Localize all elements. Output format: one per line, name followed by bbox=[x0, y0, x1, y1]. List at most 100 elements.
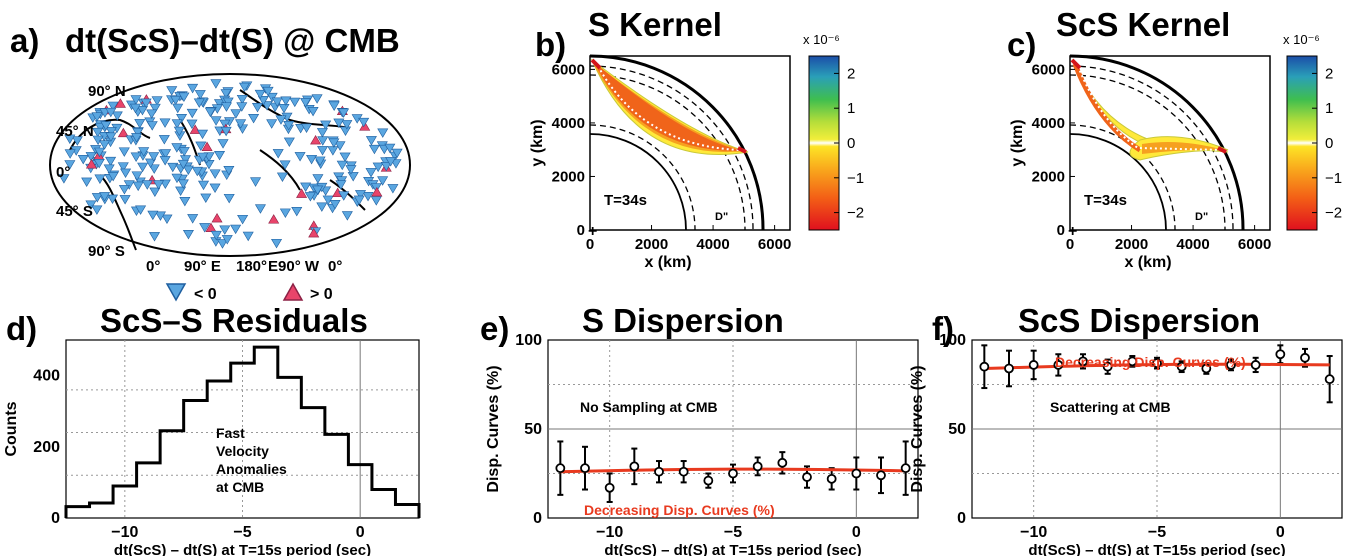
map-point-negative bbox=[272, 149, 284, 159]
map-point-negative bbox=[159, 118, 171, 128]
colorbar-tick-label: −1 bbox=[847, 170, 864, 187]
map-point-negative bbox=[166, 86, 178, 96]
map-point-negative bbox=[186, 119, 198, 130]
x-tick-label: −5 bbox=[233, 524, 251, 541]
map-point-negative bbox=[291, 206, 303, 217]
histogram-bar bbox=[278, 377, 302, 518]
map-point-negative bbox=[220, 89, 232, 99]
colorbar-b-scale: x 10⁻⁶ bbox=[803, 32, 840, 47]
map-point-negative bbox=[328, 138, 340, 148]
map-point-negative bbox=[175, 186, 187, 197]
map-point-negative bbox=[204, 107, 216, 118]
histogram-bar bbox=[184, 401, 208, 518]
y-tick-label: 50 bbox=[524, 421, 542, 438]
x-axis-label: dt(ScS) – dt(S) at T=15s period (sec) bbox=[114, 542, 371, 556]
map-point-negative bbox=[236, 94, 248, 105]
map-point-negative bbox=[118, 147, 130, 157]
x-tick-label: 0 bbox=[356, 524, 365, 541]
histogram-bar bbox=[372, 490, 396, 518]
map-point-negative bbox=[271, 97, 283, 107]
map-point-negative bbox=[289, 97, 301, 108]
map-point-negative bbox=[312, 174, 324, 184]
map-point-negative bbox=[100, 121, 112, 131]
x-tick-label: 2000 bbox=[635, 236, 668, 253]
map-point-negative bbox=[327, 146, 339, 156]
x-tick-label: 0 bbox=[1066, 236, 1074, 253]
layer-label-c: D" bbox=[1195, 211, 1208, 223]
map-point-negative bbox=[368, 144, 380, 155]
map-point-negative bbox=[380, 162, 392, 172]
map-point-negative bbox=[384, 143, 396, 154]
x-tick-label: 6000 bbox=[758, 236, 791, 253]
data-point bbox=[1300, 352, 1310, 363]
map-point-negative bbox=[193, 98, 205, 108]
colorbar-tick-label: 2 bbox=[1325, 65, 1333, 82]
map-point-negative bbox=[262, 86, 274, 97]
map-point-negative bbox=[387, 184, 399, 194]
colorbar-tick-label: 0 bbox=[847, 135, 855, 152]
map-point-negative bbox=[93, 147, 106, 158]
axes-b: 0 2000 4000 6000 0 2000 4000 6000 x (km) y (km) bbox=[529, 61, 791, 271]
map-point-negative bbox=[146, 109, 158, 119]
map-point-negative bbox=[178, 92, 190, 102]
colorbar-c-scale: x 10⁻⁶ bbox=[1283, 32, 1320, 47]
map-point-negative bbox=[177, 159, 189, 170]
map-point-negative bbox=[271, 238, 283, 249]
map-point-negative bbox=[377, 176, 389, 186]
kernel-b-dline bbox=[589, 124, 696, 231]
x-tick-label: 4000 bbox=[696, 236, 729, 253]
map-point-negative bbox=[64, 149, 76, 159]
data-point bbox=[802, 472, 812, 482]
y-axis-label: Counts bbox=[3, 401, 20, 456]
dispersion-plot-scs: −10 −5 0 0 50 100 dt(ScS) – dt(S) at T=15s per… bbox=[909, 332, 1343, 556]
map-point-negative bbox=[314, 156, 326, 166]
map-point-negative bbox=[171, 119, 183, 129]
map-point-negative bbox=[194, 90, 206, 100]
map-point-negative bbox=[130, 95, 142, 105]
map-point-positive bbox=[189, 124, 201, 134]
map-point-negative bbox=[106, 194, 119, 205]
annotation-line: Anomalies bbox=[216, 461, 287, 477]
map-point-negative bbox=[198, 180, 210, 191]
map-point-negative bbox=[197, 152, 209, 163]
panel-a-title: a) bbox=[10, 22, 39, 59]
panel-f-letter: f) bbox=[932, 310, 954, 347]
map-point-negative bbox=[159, 156, 171, 166]
map-point-negative bbox=[191, 166, 203, 177]
annotation-line: Fast bbox=[216, 425, 245, 441]
y-tick-label: 4000 bbox=[552, 115, 585, 132]
x-axis-label: dt(ScS) – dt(S) at T=15s period (sec) bbox=[604, 542, 861, 556]
data-point bbox=[1127, 356, 1138, 367]
map-point-negative bbox=[171, 143, 183, 153]
map-point-negative bbox=[335, 180, 347, 190]
data-point bbox=[654, 466, 664, 477]
data-point bbox=[826, 473, 837, 484]
map-point-negative bbox=[266, 119, 278, 129]
data-point bbox=[1201, 363, 1212, 374]
map-point-negative bbox=[182, 229, 194, 240]
map-point-negative bbox=[257, 96, 269, 106]
map-point-negative bbox=[370, 196, 382, 206]
map-point-positive bbox=[85, 159, 98, 169]
histogram-bar bbox=[160, 431, 184, 518]
lat-label: 45° S bbox=[56, 203, 93, 220]
map-point-negative bbox=[316, 128, 328, 138]
map-point-negative bbox=[320, 120, 332, 130]
data-point bbox=[876, 470, 886, 481]
map-point-negative bbox=[358, 117, 370, 128]
axes-c: 0 2000 4000 6000 0 2000 4000 6000 x (km) y (km) bbox=[1009, 61, 1271, 271]
map-point-positive bbox=[201, 141, 213, 151]
lon-label: 90° E bbox=[184, 258, 221, 275]
map-point-negative bbox=[333, 118, 345, 129]
map-point-negative bbox=[223, 193, 235, 204]
data-point bbox=[1275, 349, 1286, 360]
map-point-negative bbox=[179, 196, 191, 207]
data-point bbox=[752, 461, 763, 472]
map-point-negative bbox=[119, 195, 131, 205]
colorbar-tick-label: −2 bbox=[1325, 205, 1342, 222]
map-point-negative bbox=[283, 121, 295, 131]
panel-e: e) S Dispersion −10 −5 0 0 50 100 dt(ScS) – dt… bbox=[480, 302, 919, 556]
map-point-negative bbox=[140, 98, 152, 109]
map-point-negative bbox=[64, 160, 76, 170]
data-point bbox=[604, 482, 615, 493]
